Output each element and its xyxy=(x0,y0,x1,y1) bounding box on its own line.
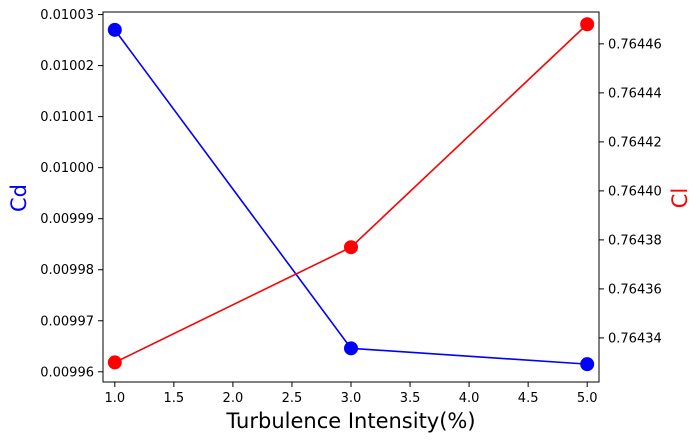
left-y-tick-label: 0.01000 xyxy=(40,161,94,176)
data-point-left xyxy=(580,357,595,372)
left-y-tick-label: 0.00997 xyxy=(40,314,94,329)
right-y-tick-label: 0.76438 xyxy=(608,233,662,248)
x-axis-label: Turbulence Intensity(%) xyxy=(225,409,475,433)
x-tick-label: 4.5 xyxy=(518,391,539,406)
left-y-tick-label: 0.01001 xyxy=(40,110,94,125)
x-tick-label: 3.0 xyxy=(341,391,362,406)
plot-frame xyxy=(102,11,600,383)
data-point-right xyxy=(344,240,358,255)
left-y-tick-label: 0.00998 xyxy=(40,263,94,278)
data-point-right xyxy=(107,355,122,370)
right-y-tick-label: 0.76434 xyxy=(608,331,662,346)
left-y-axis-ticks: 0.00996 0.00997 0.00998 0.00999 0.01000 0.010… xyxy=(40,8,103,380)
x-tick-label: 4.0 xyxy=(459,391,480,406)
data-point-left xyxy=(344,341,358,356)
series-line-left xyxy=(114,29,588,365)
right-y-axis-ticks: 0.76434 0.76436 0.76438 0.76440 0.76442 0.764… xyxy=(599,37,662,346)
x-tick-label: 1.5 xyxy=(164,391,185,406)
x-tick-label: 2.0 xyxy=(223,391,244,406)
x-tick-label: 5.0 xyxy=(577,391,598,406)
left-y-axis-label: Cd xyxy=(7,184,31,212)
series-layer xyxy=(107,17,595,372)
x-tick-label: 2.5 xyxy=(282,391,303,406)
left-y-tick-label: 0.01003 xyxy=(40,8,94,23)
right-y-axis-label: Cl xyxy=(668,188,692,209)
left-y-tick-label: 0.00999 xyxy=(40,212,94,227)
data-point-left xyxy=(107,22,122,37)
x-tick-label: 3.5 xyxy=(400,391,421,406)
x-axis-ticks: 1.0 1.5 2.0 2.5 3.0 3.5 4.0 4.5 5.0 xyxy=(104,382,598,406)
right-y-tick-label: 0.76444 xyxy=(608,86,662,101)
right-y-tick-label: 0.76436 xyxy=(608,282,662,297)
data-point-right xyxy=(580,17,595,32)
right-y-tick-label: 0.76442 xyxy=(608,135,662,150)
right-y-tick-label: 0.76446 xyxy=(608,37,662,52)
series-line-right xyxy=(114,23,588,364)
left-y-tick-label: 0.00996 xyxy=(40,365,94,380)
right-y-tick-label: 0.76440 xyxy=(608,184,662,199)
x-tick-label: 1.0 xyxy=(104,391,125,406)
left-y-tick-label: 0.01002 xyxy=(40,59,94,74)
